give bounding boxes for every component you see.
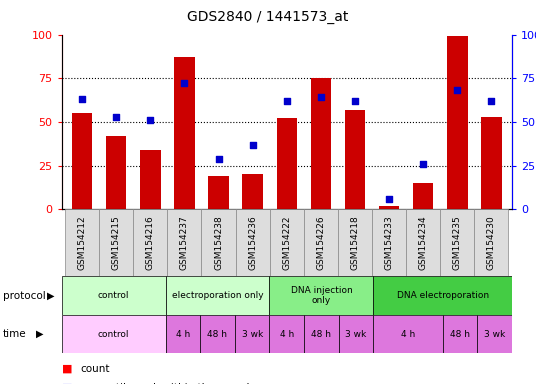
Text: ▶: ▶ [47,291,55,301]
Point [146,117,154,123]
Text: GSM154233: GSM154233 [385,215,393,270]
Bar [345,110,365,209]
Text: time: time [3,329,26,339]
FancyBboxPatch shape [270,276,374,315]
Point [317,94,325,101]
Bar [140,150,161,209]
Bar [174,57,195,209]
FancyBboxPatch shape [166,276,270,315]
Text: 3 wk: 3 wk [345,329,367,339]
Text: 3 wk: 3 wk [242,329,263,339]
Text: 3 wk: 3 wk [484,329,505,339]
Text: GSM154222: GSM154222 [282,216,291,270]
Text: control: control [98,291,129,300]
Text: ■: ■ [62,383,72,384]
Text: 4 h: 4 h [176,329,190,339]
Text: 48 h: 48 h [207,329,227,339]
Text: GSM154238: GSM154238 [214,215,223,270]
FancyBboxPatch shape [235,315,270,353]
Text: ▶: ▶ [36,329,44,339]
FancyBboxPatch shape [443,315,477,353]
FancyBboxPatch shape [99,209,133,276]
FancyBboxPatch shape [374,315,443,353]
Bar [106,136,126,209]
Point [248,142,257,148]
Bar [209,176,229,209]
Point [453,88,461,94]
Point [487,98,496,104]
Text: DNA injection
only: DNA injection only [291,286,352,305]
FancyBboxPatch shape [372,209,406,276]
Text: control: control [98,329,129,339]
Text: 48 h: 48 h [311,329,331,339]
Text: GSM154235: GSM154235 [453,215,462,270]
Text: 4 h: 4 h [280,329,294,339]
Text: ■: ■ [62,364,72,374]
Text: GSM154237: GSM154237 [180,215,189,270]
FancyBboxPatch shape [304,315,339,353]
Text: 4 h: 4 h [401,329,415,339]
FancyBboxPatch shape [477,315,512,353]
FancyBboxPatch shape [200,315,235,353]
Text: GSM154236: GSM154236 [248,215,257,270]
FancyBboxPatch shape [62,315,166,353]
FancyBboxPatch shape [406,209,440,276]
Bar [311,78,331,209]
Text: GDS2840 / 1441573_at: GDS2840 / 1441573_at [187,10,349,23]
FancyBboxPatch shape [270,315,304,353]
Text: GSM154212: GSM154212 [78,215,87,270]
Bar [72,113,92,209]
FancyBboxPatch shape [166,315,200,353]
FancyBboxPatch shape [304,209,338,276]
Bar [447,36,467,209]
Point [180,80,189,86]
FancyBboxPatch shape [270,209,304,276]
FancyBboxPatch shape [202,209,236,276]
Point [419,161,428,167]
FancyBboxPatch shape [236,209,270,276]
Text: count: count [80,364,110,374]
Text: 48 h: 48 h [450,329,470,339]
Point [112,114,121,120]
Point [282,98,291,104]
Bar [242,174,263,209]
Bar [379,206,399,209]
Bar [277,118,297,209]
Text: percentile rank within the sample: percentile rank within the sample [80,383,256,384]
FancyBboxPatch shape [474,209,509,276]
Text: GSM154226: GSM154226 [316,215,325,270]
FancyBboxPatch shape [440,209,474,276]
Point [78,96,86,102]
Bar [481,117,502,209]
Text: GSM154230: GSM154230 [487,215,496,270]
Text: DNA electroporation: DNA electroporation [397,291,489,300]
Text: GSM154234: GSM154234 [419,215,428,270]
Point [385,196,393,202]
Point [351,98,359,104]
Text: GSM154215: GSM154215 [111,215,121,270]
FancyBboxPatch shape [62,276,166,315]
Point [214,156,223,162]
FancyBboxPatch shape [133,209,167,276]
Text: electroporation only: electroporation only [172,291,263,300]
Bar [413,183,434,209]
FancyBboxPatch shape [65,209,99,276]
Text: GSM154216: GSM154216 [146,215,155,270]
FancyBboxPatch shape [374,276,512,315]
FancyBboxPatch shape [167,209,202,276]
FancyBboxPatch shape [339,315,374,353]
Text: protocol: protocol [3,291,46,301]
Text: GSM154218: GSM154218 [351,215,360,270]
FancyBboxPatch shape [338,209,372,276]
